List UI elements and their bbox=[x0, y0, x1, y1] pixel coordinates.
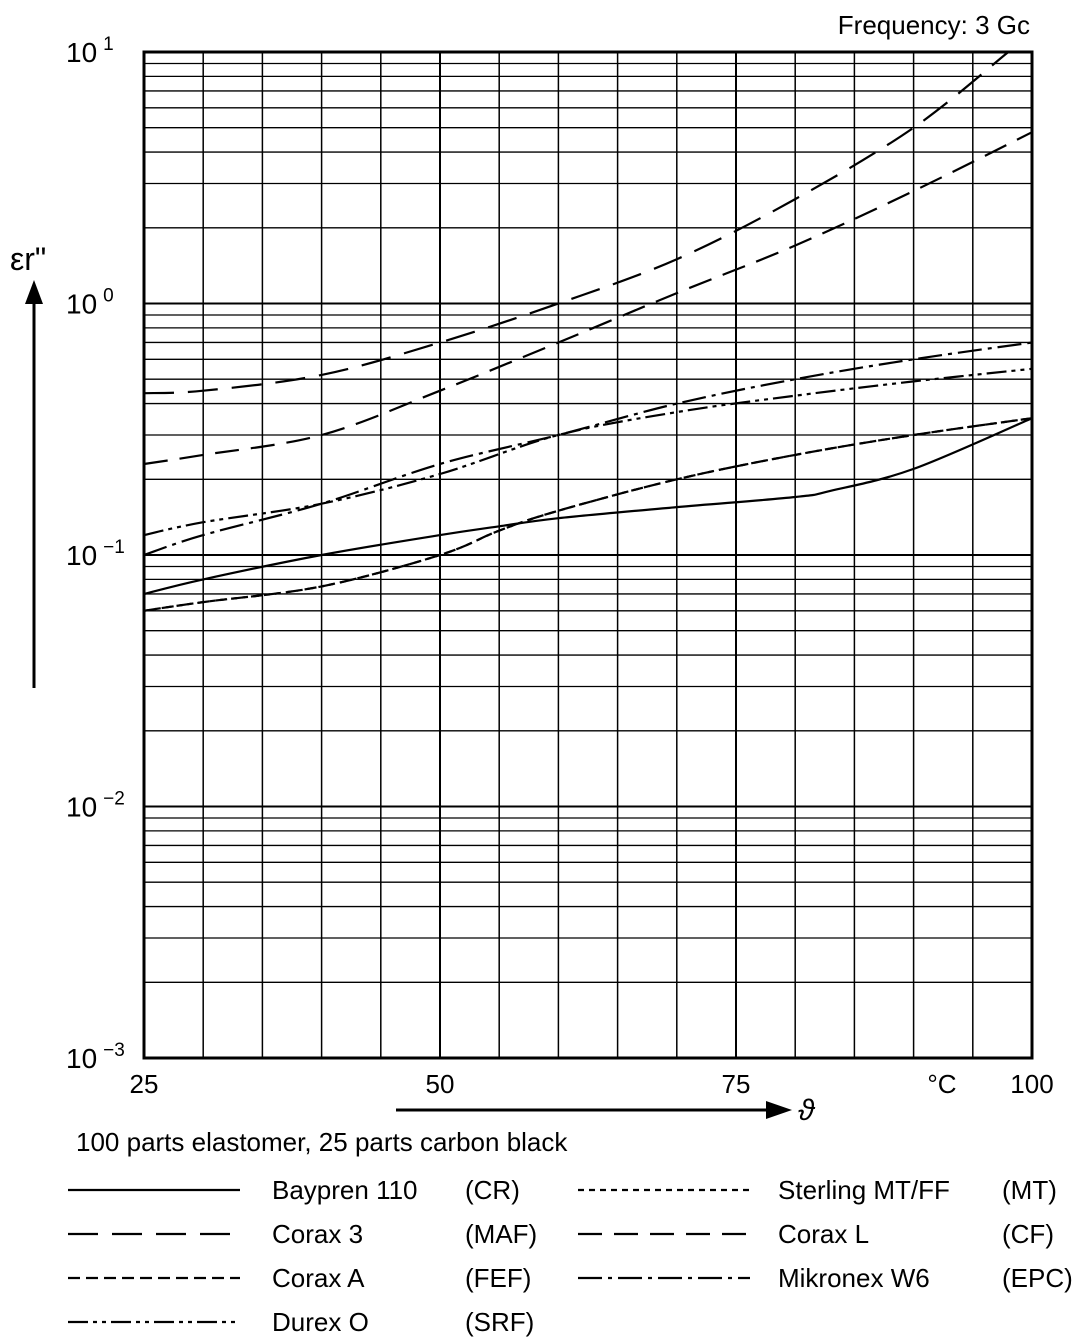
x-tick-label: 100 bbox=[1010, 1069, 1053, 1099]
series-line-sterling-mt-ff bbox=[143, 417, 1033, 612]
series-line-corax-3 bbox=[143, 51, 1009, 395]
legend-line-sample bbox=[578, 1188, 750, 1192]
y-axis-label: εr" bbox=[10, 241, 46, 277]
legend-item: Mikronex W6 (EPC) bbox=[0, 1260, 1080, 1296]
legend-name: Mikronex W6 bbox=[778, 1263, 930, 1293]
y-tick-label: 10 −3 bbox=[66, 1040, 125, 1074]
series-layer bbox=[143, 51, 1033, 612]
series-line-corax-l bbox=[143, 131, 1033, 466]
legend-item: Corax L (CF) bbox=[0, 1216, 1080, 1252]
y-tick-label: 10 1 bbox=[66, 34, 114, 68]
plot-frame bbox=[142, 50, 1034, 1060]
legend-abbreviation: (SRF) bbox=[465, 1307, 535, 1337]
legend-line-sample bbox=[578, 1232, 750, 1236]
legend-abbreviation: (MAF) bbox=[465, 1219, 538, 1249]
legend-name: Corax 3 bbox=[272, 1219, 364, 1249]
legend-line-sample bbox=[68, 1276, 240, 1280]
y-axis-arrow bbox=[25, 280, 43, 688]
series-line-durex-o bbox=[143, 367, 1033, 537]
x-tick-label: 50 bbox=[426, 1069, 455, 1099]
legend-item: Corax 3 (MAF) bbox=[0, 1216, 1080, 1252]
series-line-baypren-110 bbox=[143, 417, 1033, 596]
legend-abbreviation: (CR) bbox=[465, 1175, 520, 1205]
x-unit-label: °C bbox=[927, 1069, 956, 1099]
frequency-annotation: Frequency: 3 Gc bbox=[838, 10, 1030, 40]
legend-abbreviation: (MT) bbox=[1002, 1175, 1057, 1205]
y-tick-label: 10 −1 bbox=[66, 537, 125, 571]
legend-name: Corax L bbox=[778, 1219, 870, 1249]
legend-item: Baypren 110 (CR) bbox=[0, 1172, 1080, 1208]
legend-line-sample bbox=[68, 1188, 240, 1192]
chart-subtitle: 100 parts elastomer, 25 parts carbon bla… bbox=[76, 1127, 568, 1157]
y-tick-label: 10 −2 bbox=[66, 789, 125, 823]
y-tick-label: 10 0 bbox=[66, 286, 114, 320]
grid bbox=[143, 52, 1033, 1059]
legend-abbreviation: (EPC) bbox=[1002, 1263, 1073, 1293]
legend-line-sample bbox=[578, 1276, 750, 1280]
legend-item: Durex O (SRF) bbox=[0, 1304, 1080, 1340]
legend-name: Durex O bbox=[272, 1307, 369, 1337]
x-axis-arrow bbox=[396, 1101, 792, 1119]
legend-line-sample bbox=[68, 1232, 240, 1236]
x-axis-label: ϑ bbox=[798, 1094, 816, 1127]
legend: Baypren 110 (CR) Corax 3 (MAF) Corax A (FEF) D… bbox=[0, 1172, 1080, 1344]
legend-name: Baypren 110 bbox=[272, 1175, 418, 1205]
legend-name: Corax A bbox=[272, 1263, 365, 1293]
x-tick-labels: 25 50 75 100 bbox=[130, 1069, 1054, 1099]
legend-abbreviation: (CF) bbox=[1002, 1219, 1054, 1249]
legend-item: Corax A (FEF) bbox=[0, 1260, 1080, 1296]
legend-line-sample bbox=[68, 1320, 240, 1324]
series-line-mikronex-w6 bbox=[143, 341, 1033, 557]
legend-name: Sterling MT/FF bbox=[778, 1175, 950, 1205]
x-tick-label: 25 bbox=[130, 1069, 159, 1099]
legend-abbreviation: (FEF) bbox=[465, 1263, 532, 1293]
legend-item: Sterling MT/FF (MT) bbox=[0, 1172, 1080, 1208]
x-tick-label: 75 bbox=[722, 1069, 751, 1099]
